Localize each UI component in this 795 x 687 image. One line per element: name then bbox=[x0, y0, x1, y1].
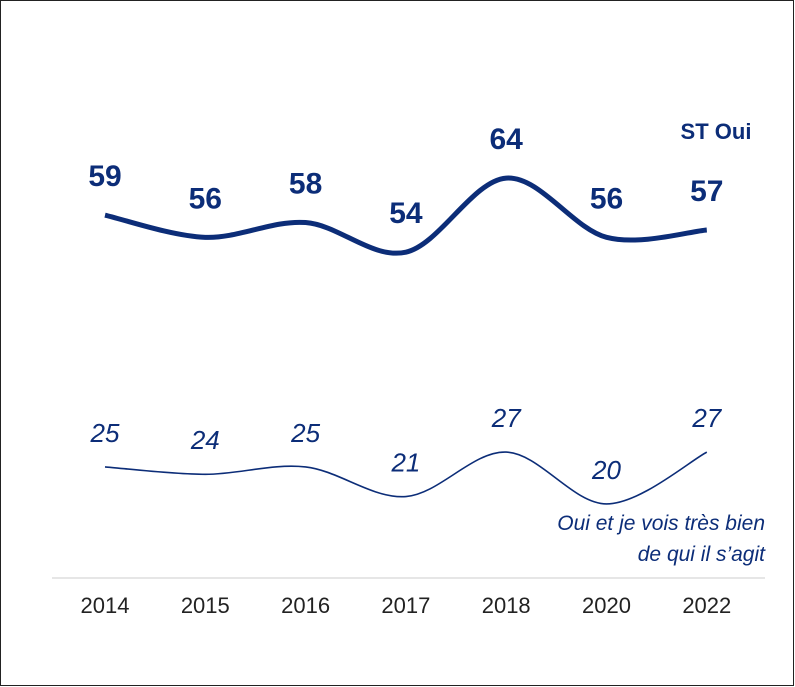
data-label: 56 bbox=[590, 182, 623, 215]
x-tick-label: 2018 bbox=[482, 593, 531, 618]
x-tick-label: 2016 bbox=[281, 593, 330, 618]
data-label: 58 bbox=[289, 167, 322, 200]
x-tick-label: 2017 bbox=[381, 593, 430, 618]
data-label: 25 bbox=[90, 418, 120, 448]
x-tick-label: 2015 bbox=[181, 593, 230, 618]
data-label: 25 bbox=[290, 418, 320, 448]
data-label: 56 bbox=[189, 182, 222, 215]
data-label: 24 bbox=[190, 425, 220, 455]
data-label: 20 bbox=[591, 455, 621, 485]
data-label: 59 bbox=[88, 160, 121, 193]
data-label: 27 bbox=[491, 403, 522, 433]
x-tick-label: 2020 bbox=[582, 593, 631, 618]
data-label: 27 bbox=[691, 403, 722, 433]
series-line bbox=[104, 451, 708, 505]
series-label: ST Oui bbox=[681, 119, 752, 144]
data-label: 54 bbox=[389, 197, 423, 230]
series-label: Oui et je vois très bien de qui il s’agi… bbox=[557, 512, 765, 566]
data-label: 57 bbox=[690, 175, 723, 208]
series-line bbox=[104, 175, 708, 256]
x-tick-label: 2022 bbox=[682, 593, 731, 618]
x-tick-label: 2014 bbox=[81, 593, 130, 618]
data-label: 21 bbox=[390, 447, 420, 477]
data-label: 64 bbox=[490, 123, 524, 156]
